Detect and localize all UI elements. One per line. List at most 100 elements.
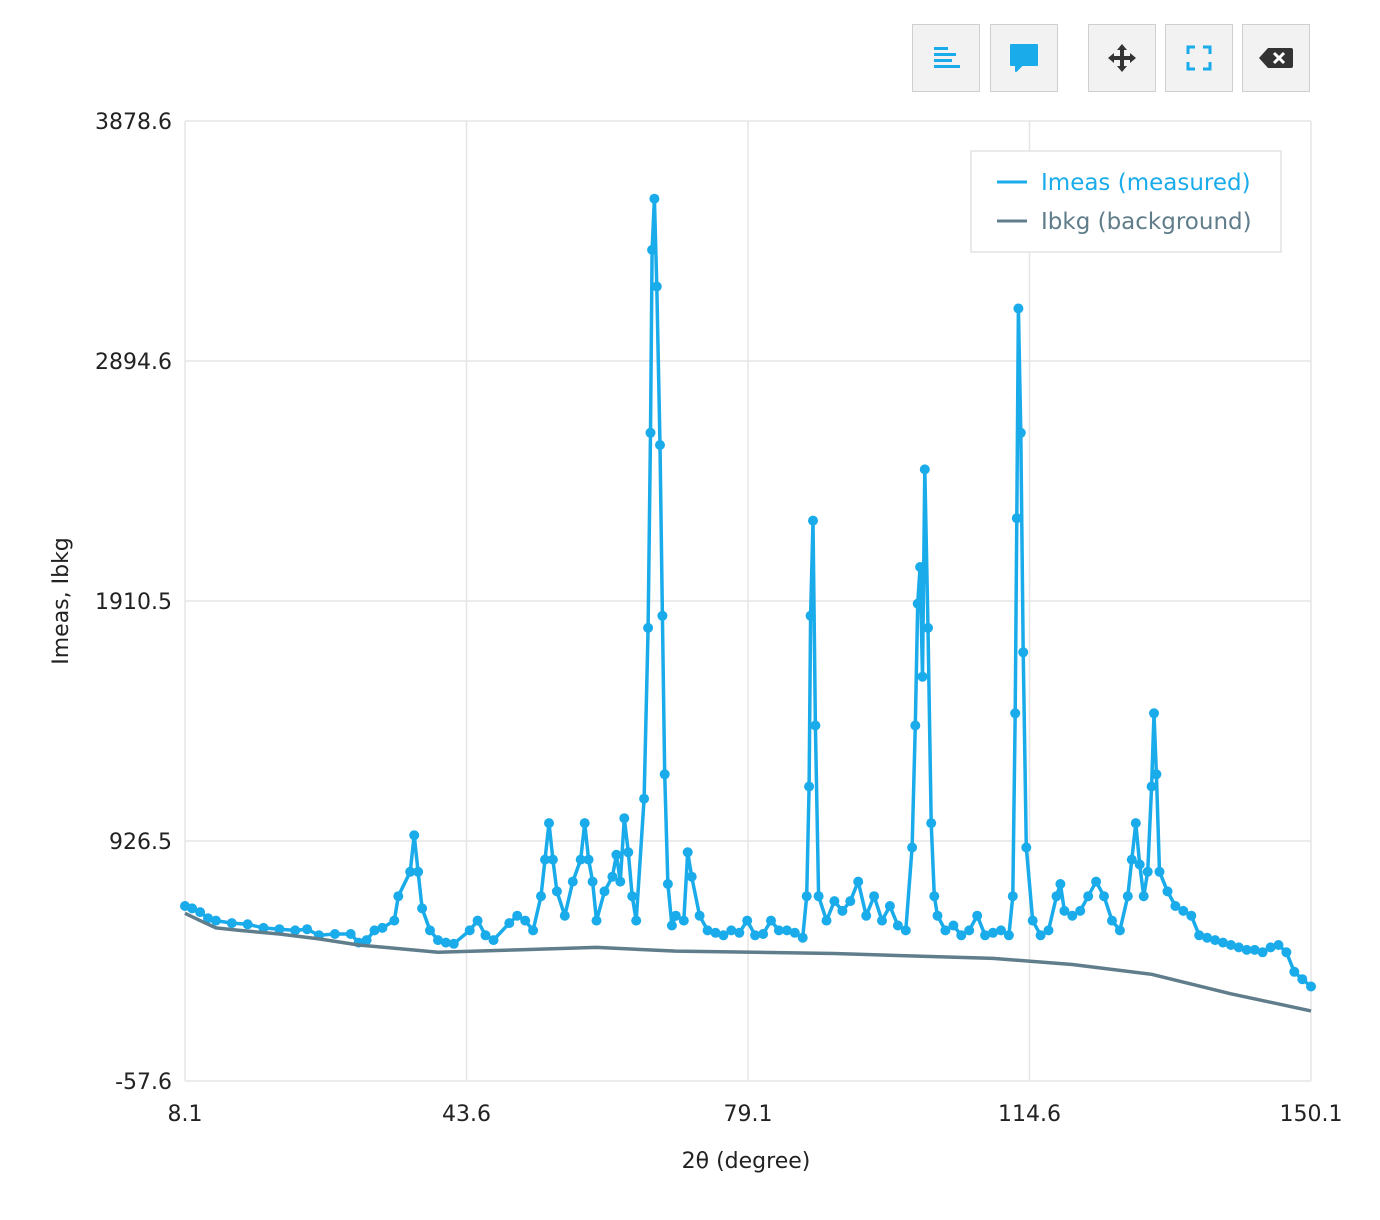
data-point-measured [1013,303,1024,314]
data-point-measured [766,915,776,926]
data-point-measured [892,920,903,931]
data-point-measured [615,876,626,887]
data-point-measured [734,927,745,938]
align-left-icon [934,47,960,68]
data-point-measured [488,935,499,946]
data-point-measured [1225,940,1236,950]
data-point-measured [964,925,975,936]
clear-button[interactable] [1242,24,1310,92]
x-axis-label: 2θ (degree) [682,1149,811,1174]
data-point-measured [1015,427,1026,438]
data-point-measured [907,842,918,853]
data-point-measured [1059,905,1070,916]
data-point-measured [290,925,301,936]
data-point-measured [678,915,689,926]
data-point-measured [1035,930,1046,941]
data-point-measured [972,910,983,921]
align-left-button[interactable] [912,24,980,92]
data-point-measured [551,886,562,897]
data-point-measured [623,847,634,858]
data-point-measured [1126,854,1137,865]
grid [184,120,1312,1082]
data-point-measured [910,720,921,731]
comment-icon [1010,44,1038,72]
data-point-measured [682,847,693,858]
y-tick-label: 3878.6 [95,110,172,135]
data-point-measured [1107,915,1117,926]
data-point-measured [996,925,1006,936]
data-point-measured [781,925,792,936]
data-point-measured [413,866,424,877]
data-point-measured [948,920,959,931]
data-point-measured [547,854,558,865]
data-point-measured [1257,947,1268,958]
data-point-measured [579,818,590,829]
fullscreen-button[interactable] [1165,24,1233,92]
data-point-measured [923,622,933,633]
legend-label-background: Ibkg (background) [1041,209,1252,235]
data-point-measured [274,924,285,935]
data-point-measured [662,879,673,889]
x-tick-label: 79.1 [724,1102,773,1127]
clear-icon [1259,48,1293,68]
data-point-measured [607,871,618,882]
data-point-measured [393,891,404,902]
data-point-measured [187,903,198,914]
data-point-measured [861,910,872,921]
data-point-measured [639,793,650,804]
x-tick-label: 114.6 [998,1102,1061,1127]
data-point-measured [1297,974,1308,985]
data-point-measured [801,891,812,902]
data-point-measured [1010,708,1021,719]
data-point-measured [302,924,313,935]
data-point-measured [1273,940,1284,950]
data-point-measured [417,903,428,914]
data-point-measured [587,876,598,887]
data-point-measured [805,610,816,621]
data-point-measured [1289,966,1300,977]
data-point-measured [631,915,642,926]
data-point-measured [647,244,658,255]
legend-label-measured: Imeas (measured) [1041,170,1251,196]
data-point-measured [226,918,237,929]
data-point-measured [361,935,372,946]
data-point-measured [651,281,662,292]
data-point-measured [433,935,443,946]
data-point-measured [512,910,523,921]
data-point-measured [1281,947,1292,958]
fullscreen-icon [1186,45,1212,71]
data-point-measured [389,915,400,926]
data-point-measured [1007,891,1018,902]
data-point-measured [649,193,660,204]
data-point-measured [686,871,697,882]
data-point-measured [929,891,940,902]
x-tick-label: 43.6 [442,1102,491,1127]
data-point-measured [1021,842,1032,853]
data-point-measured [821,915,832,926]
data-point-measured [853,876,864,887]
data-point-measured [845,896,856,907]
data-point-measured [448,938,459,949]
data-point-measured [1154,866,1165,877]
move-button[interactable] [1088,24,1156,92]
legend: Imeas (measured) Ibkg (background) [970,150,1282,253]
data-point-measured [464,925,475,936]
data-point-measured [750,930,761,941]
data-point-measured [1114,925,1125,936]
data-point-measured [567,876,578,887]
data-point-measured [504,918,515,929]
data-point-measured [1241,944,1252,955]
data-point-measured [599,886,610,897]
data-point-measured [710,927,721,938]
data-point-measured [789,927,800,938]
data-point-measured [742,915,753,926]
data-point-measured [425,925,435,936]
data-point-measured [329,929,340,939]
data-point-measured [627,891,638,902]
data-point-measured [877,915,887,926]
comment-button[interactable] [990,24,1058,92]
data-point-measured [810,720,821,731]
data-point-measured [940,925,951,936]
data-point-measured [915,562,926,572]
data-point-measured [345,929,356,939]
